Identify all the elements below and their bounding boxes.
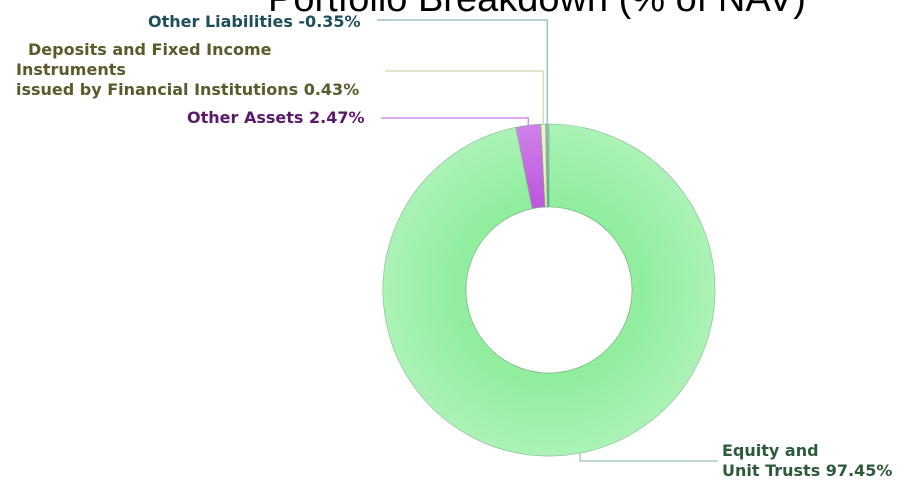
slice-label-other-assets: Other Assets 2.47%: [187, 108, 364, 128]
slice-label-line: Unit Trusts 97.45%: [722, 461, 893, 480]
slice-label-equity-unit-trusts: Equity and Unit Trusts 97.45%: [722, 441, 892, 481]
slice-label-line: Deposits and Fixed Income: [28, 40, 272, 59]
leader-line-other-liabilities: [377, 19, 548, 125]
slice-label-line: Other Liabilities -0.35%: [148, 12, 361, 31]
slice-label-other-liabilities: Other Liabilities -0.35%: [148, 12, 361, 32]
slice-label-deposits-fixed-income: Deposits and Fixed Income Instruments issu…: [16, 40, 359, 100]
slice-label-line: Other Assets 2.47%: [187, 108, 365, 127]
chart-title: Portfolio Breakdown (% of NAV): [268, 0, 806, 21]
slice-label-line: Instruments: [16, 60, 126, 79]
slice-label-line: issued by Financial Institutions 0.43%: [16, 80, 360, 99]
leader-line-other-assets: [381, 117, 529, 126]
donut-hole: [465, 206, 633, 374]
slice-label-line: Equity and: [722, 441, 819, 460]
leader-line-deposits-fixed-income: [385, 70, 544, 125]
leader-line-equity-unit-trusts: [579, 453, 718, 462]
